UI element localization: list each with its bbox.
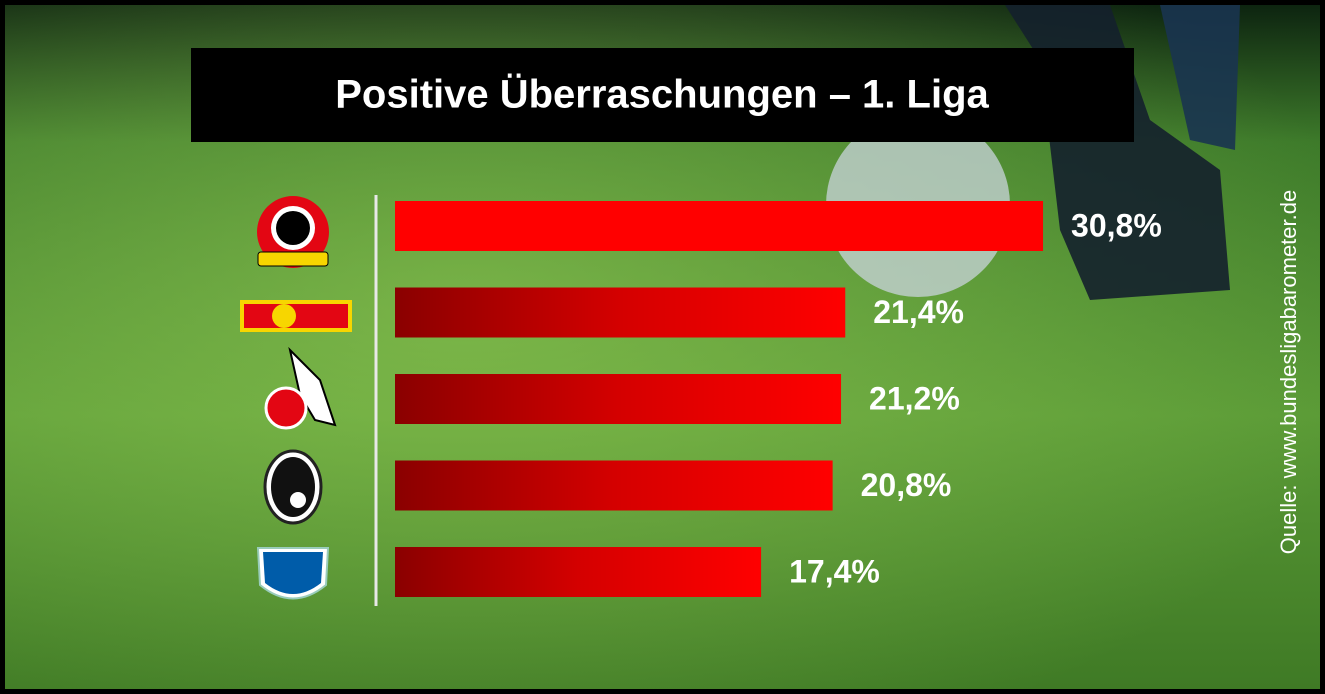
bar: [395, 287, 846, 338]
bar: [395, 201, 1044, 251]
logo-freiburg: [263, 449, 323, 525]
logo-bochum: [256, 547, 330, 600]
bar: [395, 374, 842, 424]
logo-koeln: [264, 346, 337, 430]
sock: [1160, 5, 1240, 150]
bar: [395, 460, 833, 511]
logo-union: [240, 300, 352, 332]
value-label: 17,4%: [789, 553, 880, 589]
value-label: 21,4%: [873, 294, 964, 330]
chart-title: Positive Überraschungen – 1. Liga: [335, 72, 989, 117]
value-label: 21,2%: [869, 380, 960, 416]
value-label: 20,8%: [861, 467, 952, 503]
bar: [395, 547, 762, 597]
logo-leverkusen: [257, 196, 329, 268]
value-label: 30,8%: [1071, 207, 1162, 243]
title-box: [191, 48, 1134, 142]
source: Quelle: www.bundesligabarometer.de: [1276, 190, 1301, 554]
